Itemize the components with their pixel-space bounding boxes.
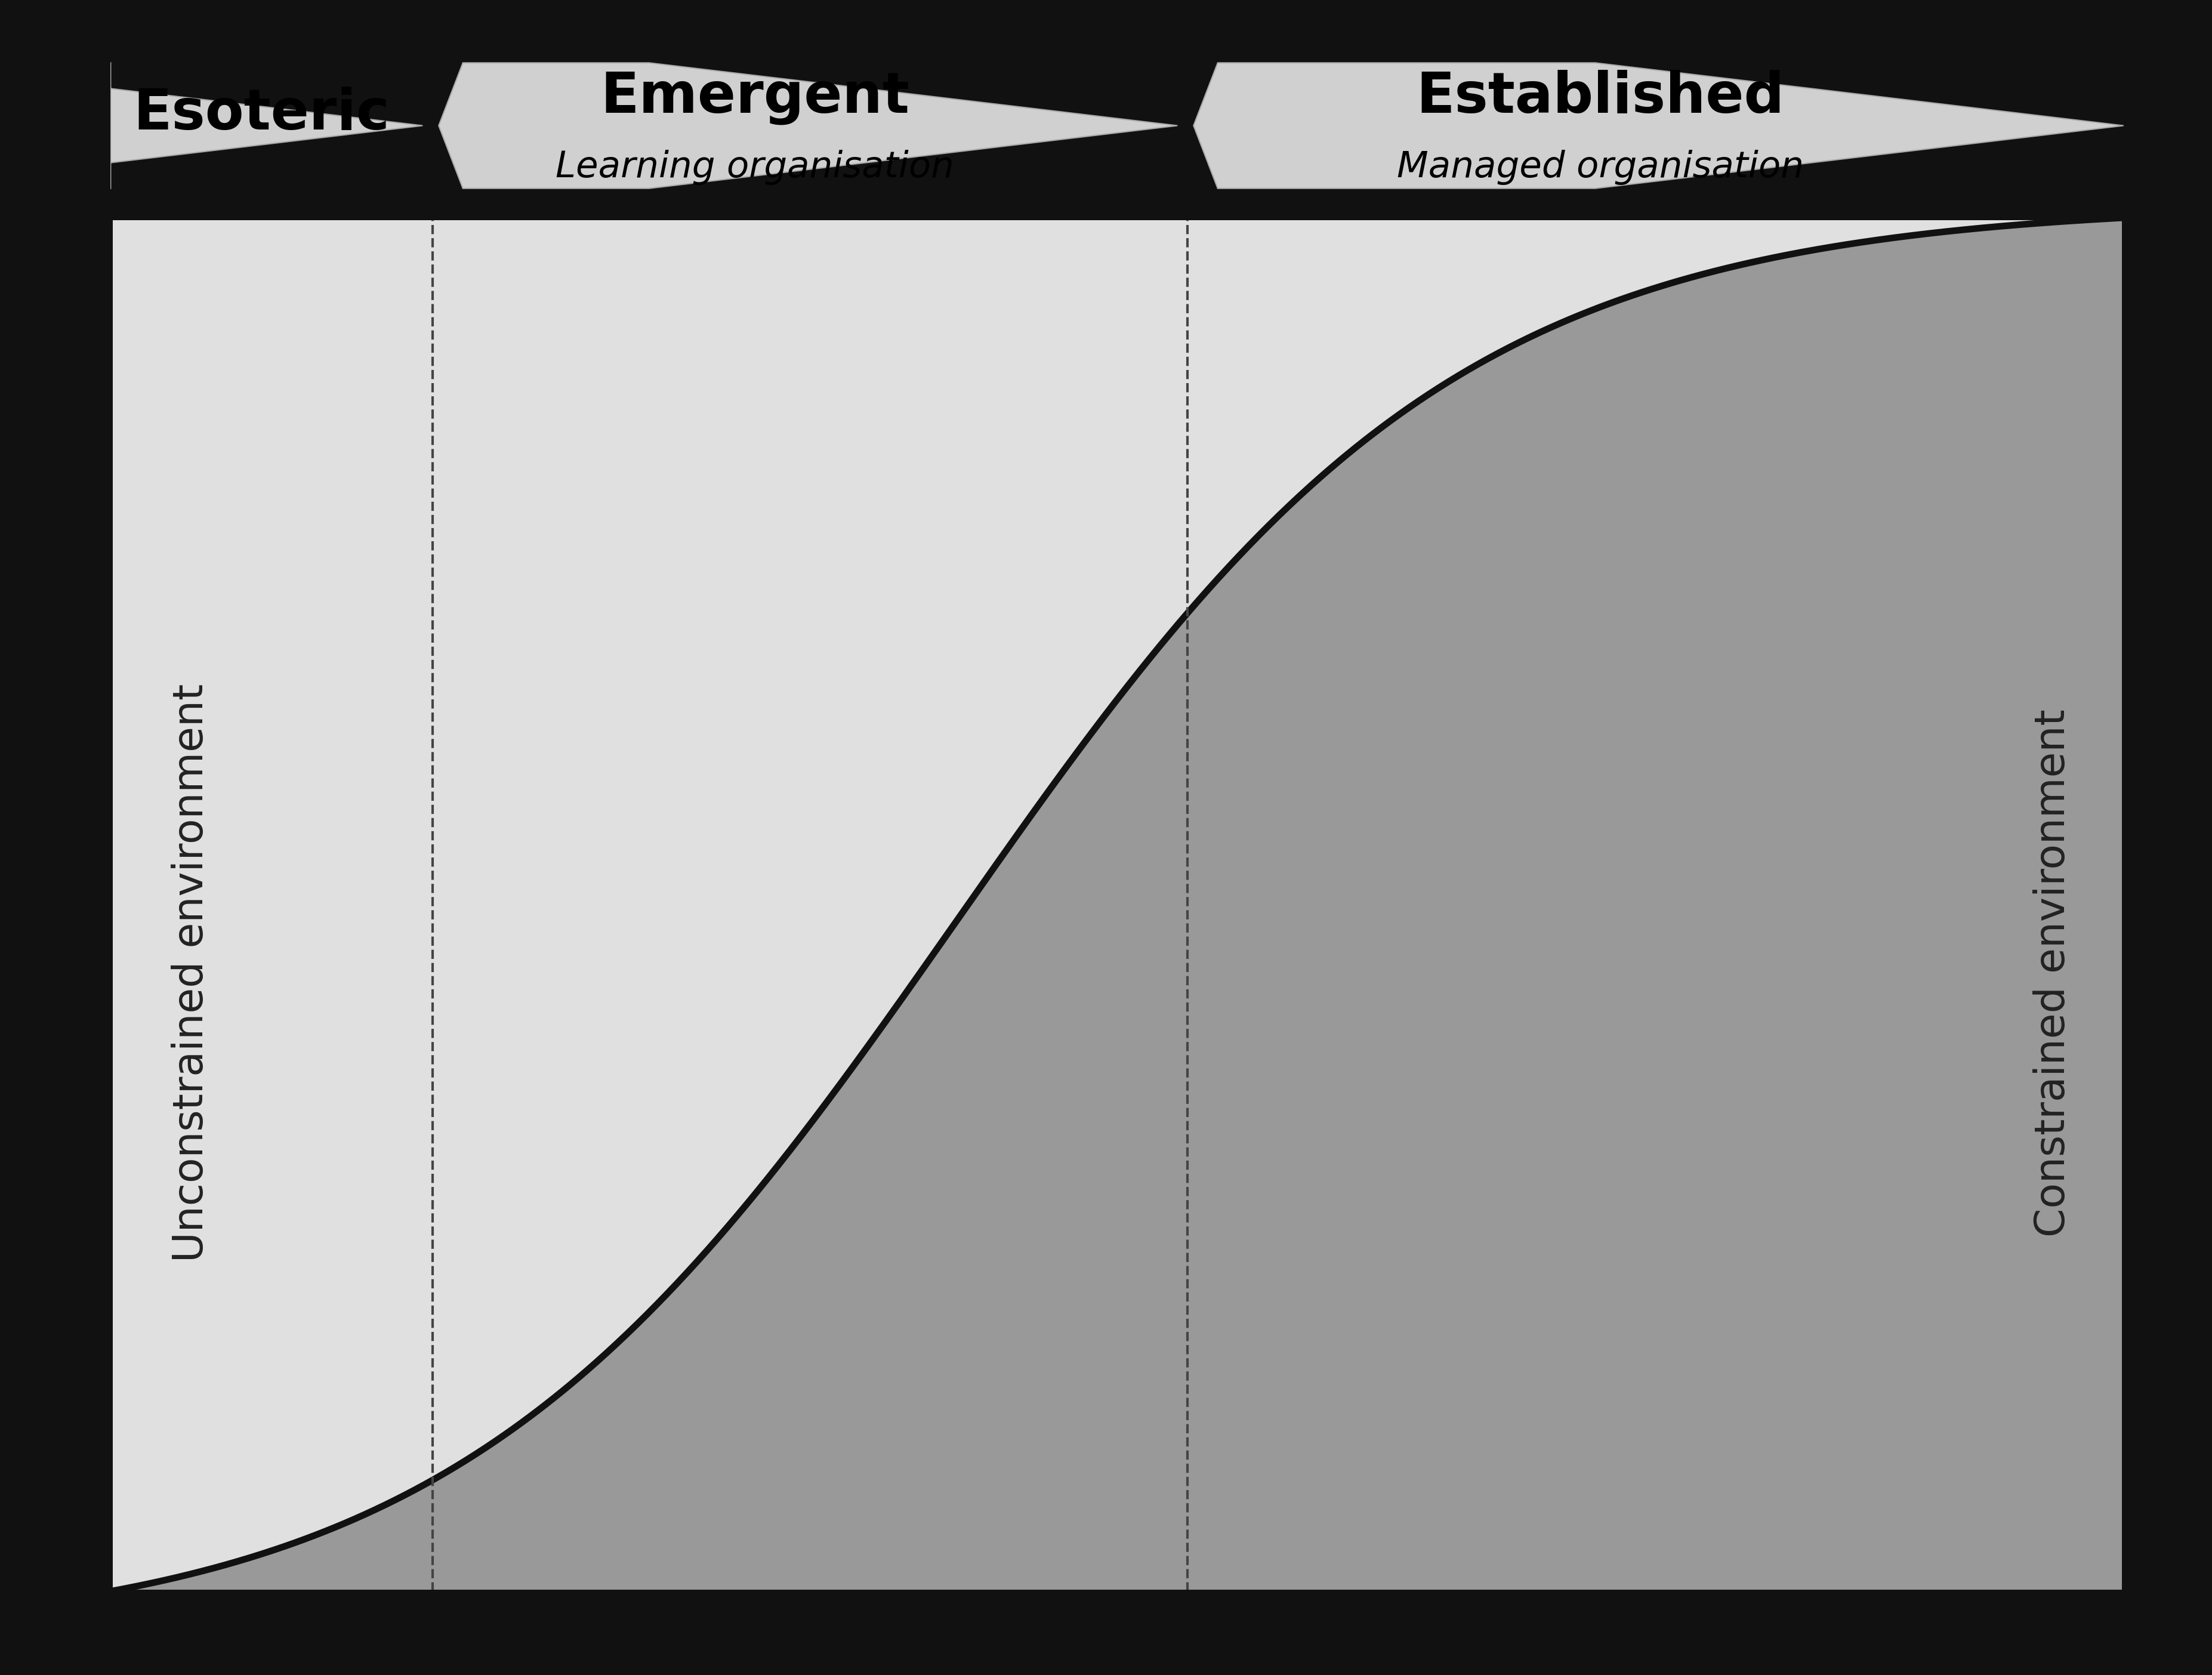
Text: Established: Established <box>1416 70 1785 124</box>
Text: Emergent: Emergent <box>599 70 909 124</box>
Text: Managed organisation: Managed organisation <box>1396 149 1803 186</box>
Polygon shape <box>111 218 2124 1591</box>
Polygon shape <box>0 62 422 189</box>
Text: Unconstrained environment: Unconstrained environment <box>170 683 210 1263</box>
Polygon shape <box>1194 62 2124 189</box>
Text: Constrained environment: Constrained environment <box>2033 709 2073 1238</box>
Polygon shape <box>438 62 1177 189</box>
Text: Esoteric: Esoteric <box>133 87 389 141</box>
Text: Learning organisation: Learning organisation <box>555 149 953 186</box>
